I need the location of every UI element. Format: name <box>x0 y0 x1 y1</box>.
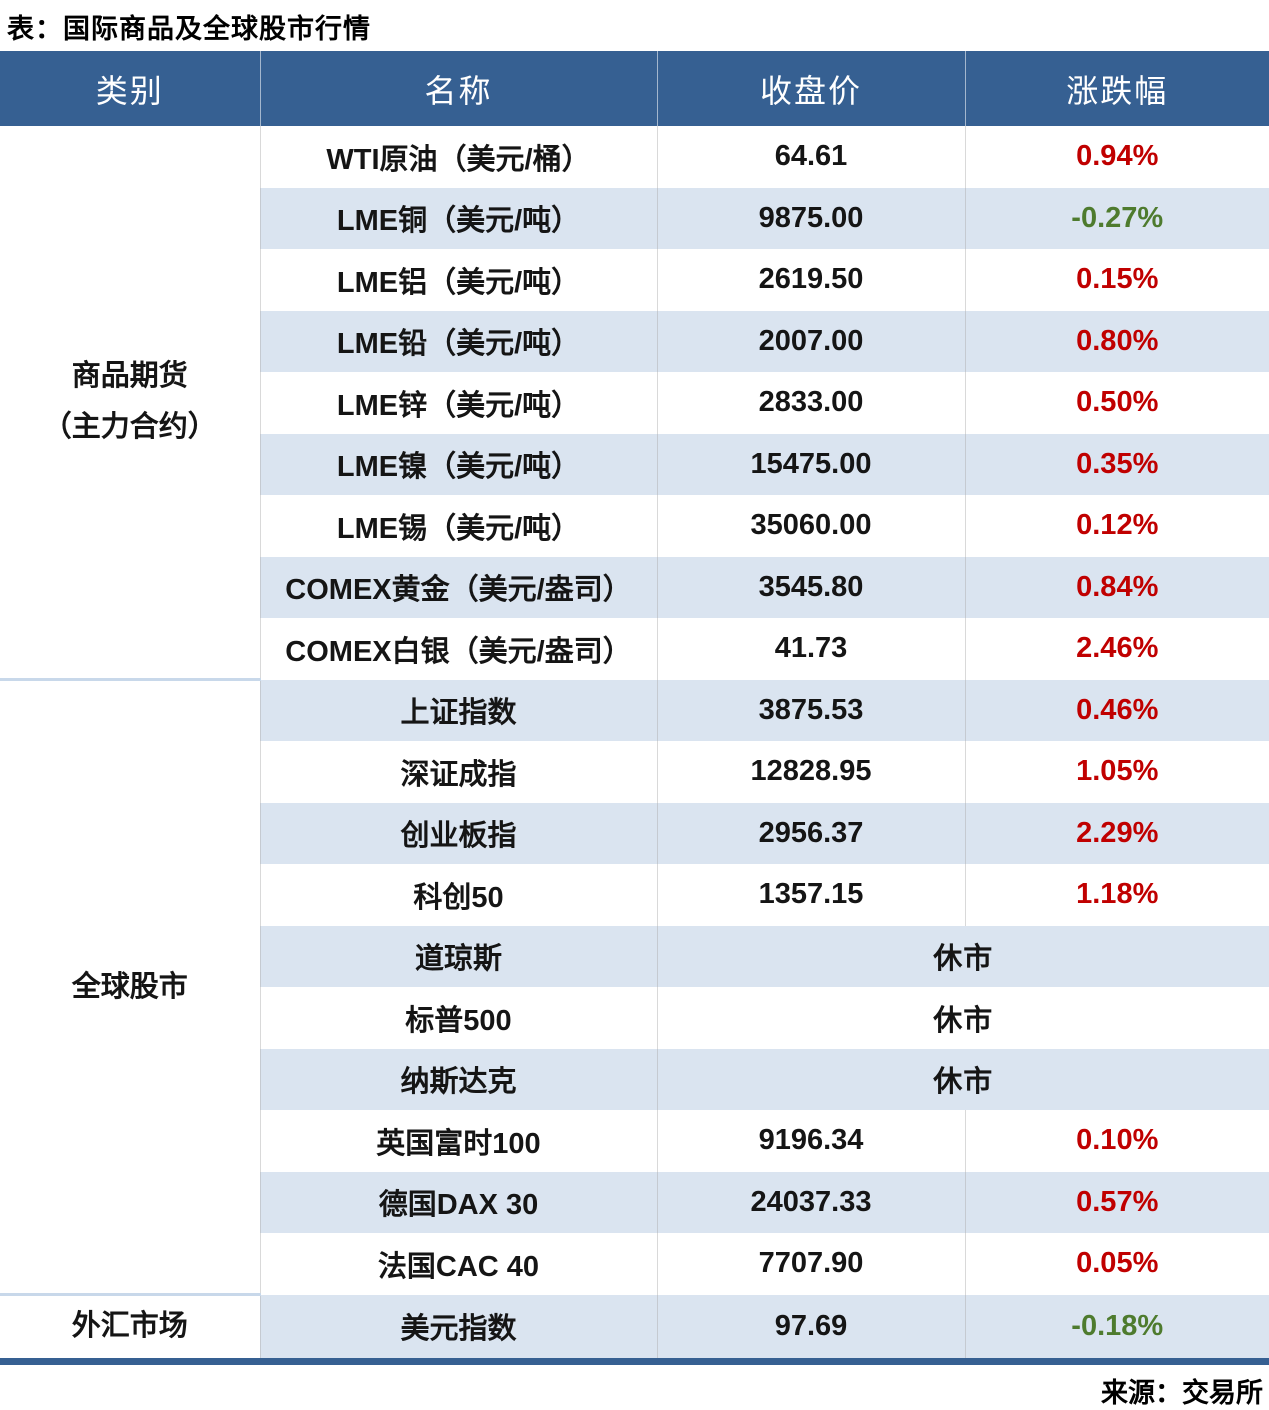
pct-cell: 2.46% <box>964 618 1269 680</box>
pct-cell: 0.84% <box>964 556 1269 618</box>
table-row: LME铜（美元/吨） 9875.00 -0.27% <box>0 187 1269 249</box>
table-row: 标普500 休市 <box>0 987 1269 1049</box>
close-cell: 1357.15 <box>656 864 965 926</box>
table-row: LME锡（美元/吨） 35060.00 0.12% <box>0 495 1269 557</box>
table-header: 类别 名称 收盘价 涨跌幅 <box>0 51 1269 126</box>
name-cell: COMEX白银（美元/盎司） <box>259 618 657 680</box>
table-row: 创业板指 2956.37 2.29% <box>0 802 1269 864</box>
column-header-name: 名称 <box>259 51 657 126</box>
close-cell: 9196.34 <box>656 1110 965 1172</box>
column-header-change: 涨跌幅 <box>964 51 1269 126</box>
close-cell: 15475.00 <box>656 433 965 495</box>
pct-cell: 2.29% <box>964 802 1269 864</box>
pct-cell: 0.12% <box>964 495 1269 557</box>
pct-cell: 0.15% <box>964 249 1269 311</box>
close-cell: 24037.33 <box>656 1171 965 1233</box>
name-cell: LME锡（美元/吨） <box>259 495 657 557</box>
category-line1: 商品期货 <box>71 360 188 393</box>
column-header-category: 类别 <box>0 51 260 126</box>
table-row: 纳斯达克 休市 <box>0 1048 1269 1110</box>
table-row: LME铅（美元/吨） 2007.00 0.80% <box>0 310 1269 372</box>
name-cell: 上证指数 <box>259 679 657 741</box>
close-cell: 2956.37 <box>656 802 965 864</box>
close-cell: 3545.80 <box>656 556 965 618</box>
table-row: 商品期货 （主力合约） WTI原油（美元/桶） 64.61 0.94% <box>0 126 1269 680</box>
table-row: LME锌（美元/吨） 2833.00 0.50% <box>0 372 1269 434</box>
close-cell: 12828.95 <box>656 741 965 803</box>
category-cell-global-stocks: 全球股市 <box>0 678 260 1295</box>
name-cell: 纳斯达克 <box>259 1048 657 1110</box>
name-cell: 德国DAX 30 <box>259 1171 657 1233</box>
pct-cell: 0.50% <box>964 372 1269 434</box>
name-cell: LME铅（美元/吨） <box>259 310 657 372</box>
market-table: 类别 名称 收盘价 涨跌幅 商品期货 （主力合约） WTI原油（美元/桶） 64… <box>0 51 1269 1358</box>
table-bottom-border <box>0 1357 1269 1365</box>
close-cell: 2619.50 <box>656 249 965 311</box>
name-cell: LME锌（美元/吨） <box>259 372 657 434</box>
name-cell: 英国富时100 <box>259 1110 657 1172</box>
market-closed-cell: 休市 <box>656 987 1269 1049</box>
name-cell: 道琼斯 <box>259 925 657 987</box>
name-cell: LME镍（美元/吨） <box>259 433 657 495</box>
table-row: 外汇市场 美元指数 97.69 -0.18% <box>0 1293 1269 1358</box>
close-cell: 64.61 <box>656 126 965 188</box>
name-cell: WTI原油（美元/桶） <box>259 126 657 188</box>
table-row: 深证成指 12828.95 1.05% <box>0 741 1269 803</box>
pct-cell: 0.35% <box>964 433 1269 495</box>
market-closed-cell: 休市 <box>656 1048 1269 1110</box>
pct-cell: 0.10% <box>964 1110 1269 1172</box>
pct-cell: 0.05% <box>964 1233 1269 1295</box>
category-line2: （主力合约） <box>42 411 217 443</box>
close-cell: 7707.90 <box>656 1233 965 1295</box>
name-cell: 标普500 <box>259 987 657 1049</box>
market-closed-cell: 休市 <box>656 925 1269 987</box>
table-row: 道琼斯 休市 <box>0 925 1269 987</box>
name-cell: 法国CAC 40 <box>259 1233 657 1295</box>
close-cell: 35060.00 <box>656 495 965 557</box>
close-cell: 97.69 <box>656 1294 965 1358</box>
table-row: COMEX黄金（美元/盎司） 3545.80 0.84% <box>0 556 1269 618</box>
name-cell: LME铝（美元/吨） <box>259 249 657 311</box>
table-row: 英国富时100 9196.34 0.10% <box>0 1110 1269 1172</box>
close-cell: 2833.00 <box>656 372 965 434</box>
name-cell: 科创50 <box>259 864 657 926</box>
column-header-close: 收盘价 <box>656 51 965 126</box>
table-row: 科创50 1357.15 1.18% <box>0 864 1269 926</box>
page-title: 表：国际商品及全球股市行情 <box>7 14 371 44</box>
name-cell: 创业板指 <box>259 802 657 864</box>
name-cell: 美元指数 <box>259 1294 657 1358</box>
pct-cell: 0.80% <box>964 310 1269 372</box>
table-row: 法国CAC 40 7707.90 0.05% <box>0 1233 1269 1295</box>
table-row: 全球股市 上证指数 3875.53 0.46% <box>0 678 1269 1295</box>
pct-cell: -0.27% <box>964 187 1269 249</box>
close-cell: 9875.00 <box>656 187 965 249</box>
source-note: 来源：交易所 <box>1101 1377 1263 1408</box>
close-cell: 3875.53 <box>656 679 965 741</box>
header-row: 类别 名称 收盘价 涨跌幅 <box>0 51 1269 126</box>
pct-cell: 1.05% <box>964 741 1269 803</box>
category-cell-fx: 外汇市场 <box>0 1293 260 1358</box>
name-cell: LME铜（美元/吨） <box>259 187 657 249</box>
pct-cell: 0.94% <box>964 126 1269 188</box>
name-cell: 深证成指 <box>259 741 657 803</box>
pct-cell: 0.57% <box>964 1171 1269 1233</box>
table-row: LME镍（美元/吨） 15475.00 0.35% <box>0 433 1269 495</box>
close-cell: 41.73 <box>656 618 965 680</box>
pct-cell: 1.18% <box>964 864 1269 926</box>
pct-cell: -0.18% <box>964 1294 1269 1358</box>
table-row: COMEX白银（美元/盎司） 41.73 2.46% <box>0 618 1269 680</box>
table-row: LME铝（美元/吨） 2619.50 0.15% <box>0 249 1269 311</box>
table-row: 德国DAX 30 24037.33 0.57% <box>0 1171 1269 1233</box>
name-cell: COMEX黄金（美元/盎司） <box>259 556 657 618</box>
pct-cell: 0.46% <box>964 679 1269 741</box>
category-cell-commodity: 商品期货 （主力合约） <box>0 126 260 680</box>
close-cell: 2007.00 <box>656 310 965 372</box>
